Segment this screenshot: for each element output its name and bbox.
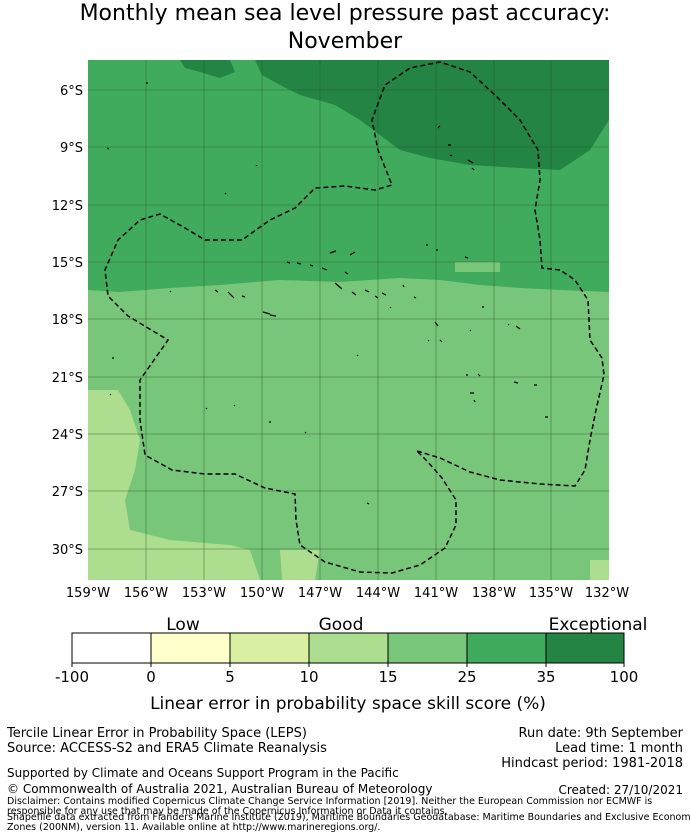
lat-label: 12°S — [52, 199, 83, 214]
colorbar-xlabel: Linear error in probability space skill … — [150, 694, 546, 714]
disclaimer-line-1: Disclaimer: Contains modified Copernicus… — [7, 796, 653, 807]
disclaimer-line-3: Shapefile data extracted from Flanders M… — [7, 812, 690, 823]
lon-labels: 159°W 156°W 153°W 150°W 147°W 144°W 141°… — [66, 586, 629, 601]
zone-15-25 — [88, 278, 609, 580]
lon-label: 153°W — [182, 586, 226, 601]
zone-15-25-east — [455, 262, 500, 272]
colorbar-tick: 15 — [378, 668, 397, 686]
zone-35-100 — [255, 60, 609, 170]
footer-run-date: Run date: 9th September — [518, 726, 683, 741]
lat-label: 18°S — [52, 313, 83, 328]
skill-map: 6°S 9°S 12°S 15°S 18°S 21°S 24°S 27°S 30… — [52, 60, 647, 714]
colorbar-tick: 0 — [146, 668, 156, 686]
islands — [106, 82, 548, 505]
grid-lines — [88, 60, 609, 580]
map-title: Monthly mean sea level pressure past acc… — [0, 0, 690, 56]
eez-boundary — [104, 61, 605, 574]
lat-label: 15°S — [52, 256, 83, 271]
category-low: Low — [166, 615, 200, 635]
category-exceptional: Exceptional — [549, 615, 648, 635]
colorbar-tick: 25 — [457, 668, 476, 686]
lon-label: 150°W — [240, 586, 284, 601]
colorbar-ticks: -100 0 5 10 15 25 35 100 — [55, 668, 638, 686]
colorbar-seg-1 — [150, 632, 231, 664]
disclaimer-line-4: Zones (200NM), version 11. Available onl… — [7, 822, 381, 833]
lat-label: 24°S — [52, 428, 83, 443]
colorbar-seg-5 — [466, 632, 547, 664]
footer-hindcast: Hindcast period: 1981-2018 — [501, 756, 683, 771]
zone-10-15-mid — [280, 550, 320, 580]
colorbar — [71, 632, 625, 667]
footer-source: Source: ACCESS-S2 and ERA5 Climate Reana… — [7, 741, 327, 756]
footer-support: Supported by Climate and Oceans Support … — [7, 766, 399, 780]
lat-labels: 6°S 9°S 12°S 15°S 18°S 21°S 24°S 27°S 30… — [52, 84, 83, 558]
colorbar-tick: -100 — [55, 668, 89, 686]
footer-method: Tercile Linear Error in Probability Spac… — [7, 726, 307, 741]
colorbar-tick: 100 — [610, 668, 639, 686]
colorbar-seg-6 — [545, 632, 625, 664]
category-good: Good — [319, 615, 364, 635]
zone-10-15-sw — [88, 390, 260, 580]
title-line-1: Monthly mean sea level pressure past acc… — [79, 1, 611, 26]
footer-lead-time: Lead time: 1 month — [555, 741, 683, 756]
colorbar-seg-0 — [71, 632, 152, 664]
lat-label: 6°S — [60, 84, 83, 99]
footer-created: Created: 27/10/2021 — [558, 783, 683, 797]
lat-label: 21°S — [52, 371, 83, 386]
colorbar-tick: 5 — [225, 668, 235, 686]
footer-copyright: © Commonwealth of Australia 2021, Austra… — [7, 782, 433, 796]
colorbar-seg-3 — [308, 632, 389, 664]
colorbar-tick: 35 — [536, 668, 555, 686]
lat-label: 30°S — [52, 543, 83, 558]
title-line-2: November — [287, 29, 403, 54]
lon-label: 132°W — [585, 586, 629, 601]
lon-label: 141°W — [414, 586, 458, 601]
colorbar-tick: 10 — [299, 668, 318, 686]
lon-label: 144°W — [356, 586, 400, 601]
lon-label: 135°W — [529, 586, 573, 601]
lon-label: 147°W — [298, 586, 342, 601]
colorbar-seg-2 — [229, 632, 310, 664]
disclaimer-line-2: responsible for any use that may be made… — [7, 806, 448, 817]
colorbar-seg-4 — [387, 632, 468, 664]
zone-35-100-nw — [180, 60, 235, 78]
lon-label: 156°W — [124, 586, 168, 601]
lat-label: 9°S — [60, 141, 83, 156]
zone-10-15-se — [590, 560, 609, 580]
colorbar-categories: Low Good Exceptional — [166, 615, 647, 635]
lon-label: 138°W — [472, 586, 516, 601]
lat-label: 27°S — [52, 485, 83, 500]
lon-label: 159°W — [66, 586, 110, 601]
